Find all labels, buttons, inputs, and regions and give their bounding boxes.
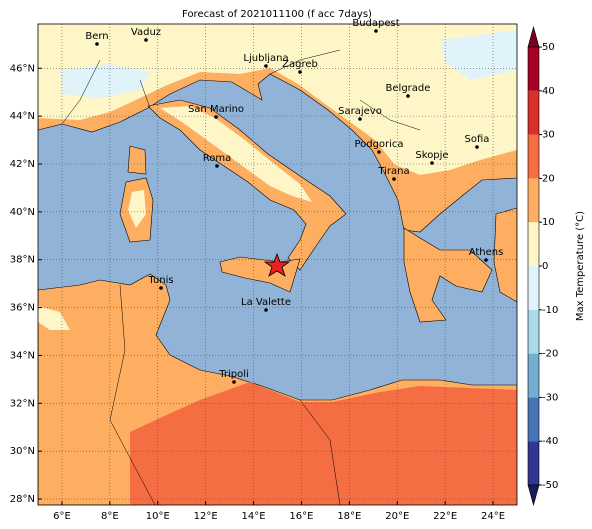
- city-label: Roma: [203, 153, 232, 164]
- city-label: Tripoli: [218, 369, 249, 380]
- city-dot: [232, 380, 236, 384]
- city-label: Tunis: [147, 275, 173, 286]
- x-tick-label: 18°E: [337, 511, 361, 522]
- colorbar-band: [528, 222, 539, 266]
- city-label: Sofia: [465, 134, 490, 145]
- city-dot: [214, 115, 218, 119]
- city-label: Tirana: [377, 166, 409, 177]
- colorbar-tick-label: 0: [542, 261, 548, 272]
- colorbar-extend-high: [527, 25, 540, 48]
- city-label: Athens: [469, 247, 504, 258]
- city-dot: [484, 258, 488, 262]
- map-frame: [37, 23, 518, 506]
- land-cold: [160, 106, 312, 202]
- y-tick-label: 44°N: [10, 111, 35, 122]
- land: [127, 145, 147, 175]
- y-tick-label: 46°N: [10, 63, 35, 74]
- y-tick-label: 38°N: [10, 255, 35, 266]
- y-tick-label: 32°N: [10, 398, 35, 409]
- colorbar-band: [528, 134, 539, 179]
- land-warm: [130, 382, 517, 505]
- colorbar-tick-label: -20: [542, 349, 558, 360]
- colorbar-tick-label: -30: [542, 392, 558, 403]
- colorbar-band: [528, 309, 539, 354]
- axes: [37, 23, 518, 506]
- city-dot: [264, 64, 268, 68]
- city-dot: [215, 164, 219, 168]
- x-tick-label: 10°E: [146, 511, 170, 522]
- city-dot: [475, 145, 479, 149]
- city-label: Ljubljana: [243, 53, 288, 64]
- colorbar-tick-label: 30: [542, 130, 555, 141]
- city-label: Vaduz: [131, 27, 161, 38]
- city-label: Skopje: [415, 150, 448, 161]
- city-label: Budapest: [352, 18, 399, 29]
- x-tick-label: 16°E: [289, 511, 313, 522]
- colorbar-band: [528, 47, 539, 91]
- colorbar-band: [528, 397, 539, 442]
- colorbar-extend-low: [527, 484, 540, 507]
- city-dot: [159, 286, 163, 290]
- x-tick-label: 14°E: [242, 511, 266, 522]
- city-label: Podgorica: [354, 139, 403, 150]
- city-dot: [430, 161, 434, 165]
- city-dot: [392, 177, 396, 181]
- colorbar-tick-label: 50: [542, 42, 555, 53]
- city-label: La Valette: [241, 297, 291, 308]
- y-tick-label: 40°N: [10, 207, 35, 218]
- colorbar-band: [528, 266, 539, 310]
- map-title: Forecast of 2021011100 (f acc 7days): [182, 9, 372, 20]
- x-tick-label: 6°E: [53, 511, 71, 522]
- city-dot: [264, 308, 268, 312]
- city-label: Belgrade: [386, 83, 431, 94]
- colorbar-tick-label: 40: [542, 86, 555, 97]
- x-tick-label: 22°E: [433, 511, 457, 522]
- x-tick-label: 12°E: [194, 511, 218, 522]
- city-label: Sarajevo: [338, 106, 382, 117]
- colorbar-tick-label: -50: [542, 480, 558, 491]
- city-dot: [358, 117, 362, 121]
- x-tick-label: 24°E: [481, 511, 505, 522]
- colorbar-tick-label: -40: [542, 436, 558, 447]
- x-tick-label: 8°E: [101, 511, 119, 522]
- colorbar-tick-label: 20: [542, 173, 555, 184]
- city-dot: [406, 94, 410, 98]
- city-label: Bern: [85, 31, 108, 42]
- land-cold: [38, 24, 517, 175]
- x-tick-label: 20°E: [385, 511, 409, 522]
- colorbar-tick-label: 10: [542, 217, 555, 228]
- city-label: San Marino: [188, 104, 244, 115]
- land-freeze: [440, 30, 517, 80]
- colorbar-label: Max Temperature (°C): [575, 211, 586, 321]
- colorbar-band: [528, 441, 539, 485]
- y-tick-label: 42°N: [10, 159, 35, 170]
- colorbar-tick-label: -10: [542, 305, 558, 316]
- y-tick-label: 34°N: [10, 350, 35, 361]
- land-cold: [128, 190, 146, 228]
- city-dot: [377, 150, 381, 154]
- city-dot: [144, 38, 148, 42]
- city-dot: [374, 29, 378, 33]
- city-label: Zagreb: [282, 59, 318, 70]
- city-dot: [298, 70, 302, 74]
- city-dot: [95, 42, 99, 46]
- y-tick-label: 36°N: [10, 303, 35, 314]
- event-star: [263, 252, 291, 277]
- land-freeze: [60, 64, 150, 98]
- y-tick-label: 30°N: [10, 446, 35, 457]
- colorbar-band: [528, 90, 539, 135]
- map-area: [38, 24, 517, 505]
- colorbar-band: [528, 353, 539, 398]
- colorbar-band: [528, 178, 539, 223]
- y-tick-label: 28°N: [10, 494, 35, 505]
- land: [493, 207, 517, 303]
